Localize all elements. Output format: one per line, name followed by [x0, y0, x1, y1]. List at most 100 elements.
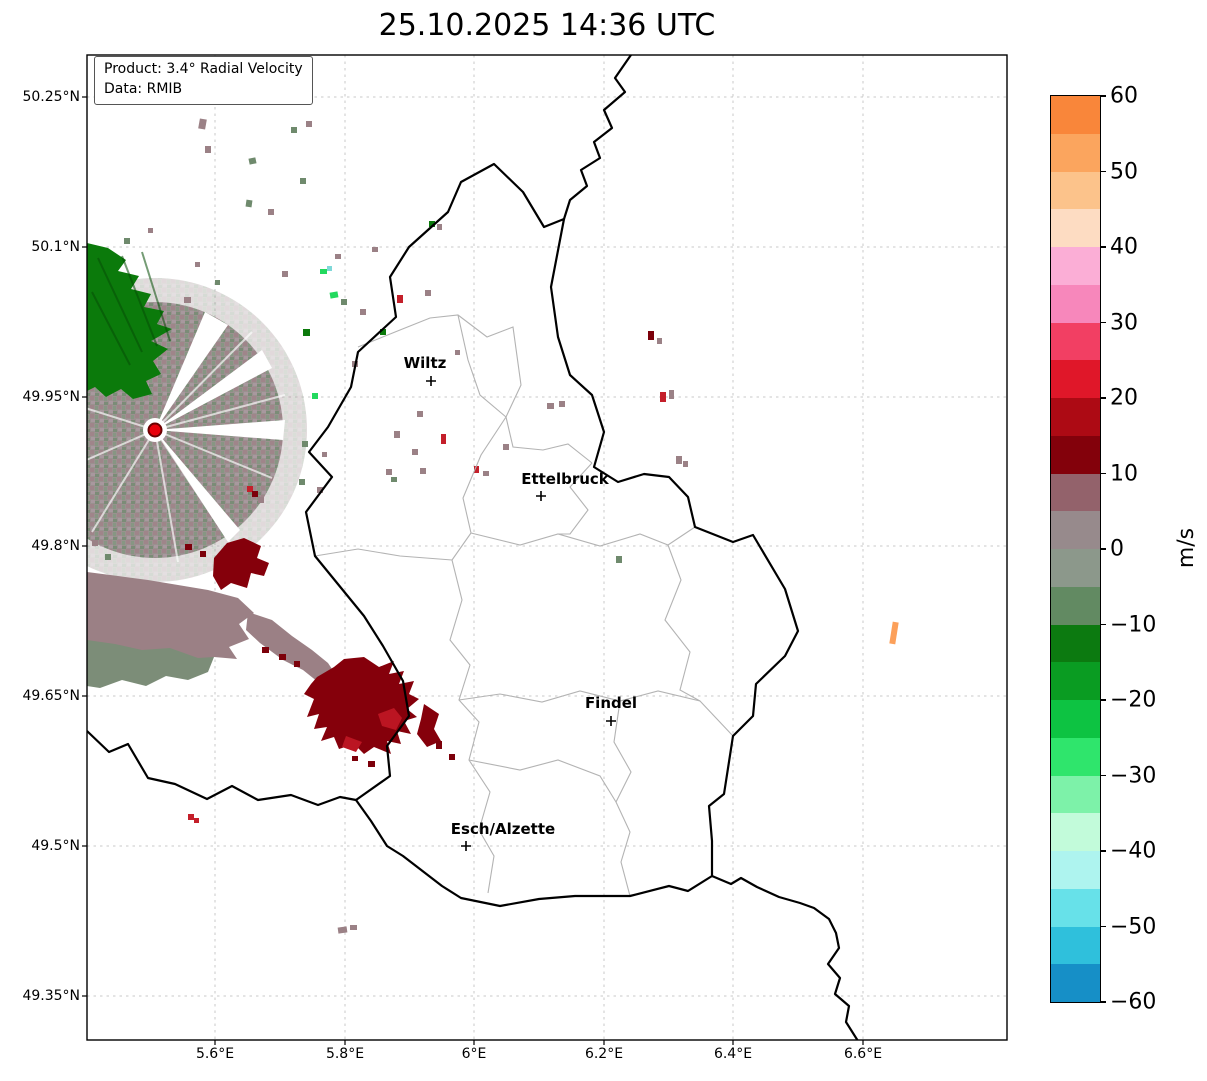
radar-echo-speckle — [195, 262, 200, 267]
colorbar-tick-label: −50 — [1110, 914, 1157, 939]
radar-site-dot — [147, 422, 163, 438]
plot-frame — [86, 54, 1008, 1041]
radar-echo-speckle — [245, 199, 253, 208]
y-tick-label: 49.8°N — [31, 538, 80, 554]
radar-echo-speckle — [372, 247, 378, 252]
colorbar-tick — [1101, 321, 1106, 324]
dark-red-cluster-se — [417, 704, 441, 747]
radar-echo-speckle — [279, 654, 286, 660]
product-info-box: Product: 3.4° Radial Velocity Data: RMIB — [94, 56, 313, 106]
radar-echo-speckle — [248, 157, 257, 165]
colorbar-block — [1051, 284, 1100, 323]
mauve-bridge — [246, 612, 338, 686]
radar-echo-speckle — [559, 401, 565, 407]
colorbar-block — [1051, 133, 1100, 172]
radar-echo-speckle — [429, 221, 435, 227]
radar-echo-speckle — [92, 540, 98, 546]
radar-echo-speckle — [300, 178, 306, 184]
radar-echo-speckle — [105, 554, 111, 560]
radar-echo-speckle — [247, 486, 253, 492]
y-tick-label: 49.95°N — [22, 389, 80, 405]
colorbar-block — [1051, 851, 1100, 889]
y-tick-label: 49.65°N — [22, 688, 80, 704]
radar-echo-speckle — [268, 209, 274, 215]
radar-echo-speckle — [397, 295, 403, 303]
colorbar-tick — [1101, 925, 1106, 928]
radar-echo-speckle — [302, 441, 308, 447]
dark-red-cluster — [304, 657, 419, 754]
data-source-label: Data: RMIB — [104, 80, 183, 97]
colorbar-tick-label: 50 — [1110, 159, 1138, 184]
radar-echo-speckle — [337, 926, 348, 934]
radar-gap-wedge — [155, 312, 228, 430]
colorbar-block — [1051, 964, 1100, 1002]
radar-echo-speckle — [547, 403, 554, 409]
y-tick-label: 49.5°N — [31, 838, 80, 854]
colorbar-tick — [1101, 1001, 1106, 1003]
colorbar-block — [1051, 737, 1100, 776]
radar-echo-speckle — [317, 487, 323, 493]
colorbar-block — [1051, 549, 1100, 587]
radar-echo-speckle — [889, 621, 899, 645]
radar-echo-speckle — [194, 818, 199, 823]
radar-echo-speckle — [294, 661, 300, 667]
radar-echo-speckle — [329, 291, 339, 299]
colorbar-block — [1051, 171, 1100, 210]
canton-border — [664, 544, 701, 702]
radar-echo-speckle — [394, 431, 400, 438]
x-tick-label: 6.6°E — [843, 1046, 883, 1062]
y-tick-label: 50.1°N — [31, 239, 80, 255]
colorbar-block — [1051, 322, 1100, 361]
radar-echo-speckle — [437, 224, 442, 230]
colorbar-tick — [1101, 699, 1106, 701]
colorbar-block — [1051, 473, 1100, 512]
radar-echo-speckle — [350, 925, 357, 930]
colorbar-tick — [1101, 548, 1106, 550]
radar-echo-speckle — [299, 479, 305, 485]
canton-border — [558, 462, 593, 535]
mauve-patch-west — [87, 572, 254, 667]
radar-ray-gap — [154, 429, 179, 563]
colorbar-block — [1051, 662, 1100, 700]
radar-echo-speckle — [341, 299, 347, 305]
radar-ray-gap — [87, 429, 156, 461]
radar-echo-speckle — [335, 254, 341, 259]
bright-red-accent-2 — [342, 736, 362, 752]
colorbar-unit-label: m/s — [1173, 527, 1199, 569]
x-tick-label: 5.8°E — [325, 1046, 365, 1062]
colorbar-block — [1051, 586, 1100, 625]
radar-ray-streak — [97, 257, 143, 353]
colorbar-block — [1051, 360, 1100, 398]
colorbar-block — [1051, 926, 1100, 965]
radar-echo-speckle — [455, 350, 460, 355]
country-border — [562, 55, 633, 220]
city-label: Wiltz — [404, 354, 447, 372]
colorbar-block — [1051, 624, 1100, 663]
radar-echo-speckle — [322, 452, 327, 457]
radar-echo-speckle — [436, 741, 442, 749]
colorbar-tick-label: −60 — [1110, 989, 1157, 1015]
colorbar-tick-label: −10 — [1110, 612, 1157, 637]
radar-ray-gap — [154, 429, 273, 479]
radar-echo-speckle — [282, 271, 288, 277]
x-tick-label: 6.2°E — [584, 1046, 624, 1062]
radar-echo-speckle — [417, 411, 423, 417]
radar-echo-speckle — [483, 471, 489, 476]
canton-border — [613, 700, 632, 897]
city-marker — [461, 841, 471, 851]
radar-echo-speckle — [474, 466, 479, 473]
map-layers — [87, 55, 1007, 1040]
y-tick-label: 49.35°N — [22, 988, 80, 1004]
radar-ray-streak — [91, 291, 131, 366]
colorbar-block — [1051, 511, 1100, 549]
dark-red-blob-north — [213, 538, 269, 590]
colorbar-tick-label: 40 — [1110, 234, 1138, 260]
radar-gap-wedge — [155, 350, 272, 430]
radar-echo-speckle — [360, 309, 366, 315]
radar-echo-speckle — [184, 297, 191, 303]
radar-ray-gap — [91, 429, 156, 533]
radar-echo-speckle — [185, 544, 192, 550]
colorbar-tick — [1101, 397, 1106, 399]
